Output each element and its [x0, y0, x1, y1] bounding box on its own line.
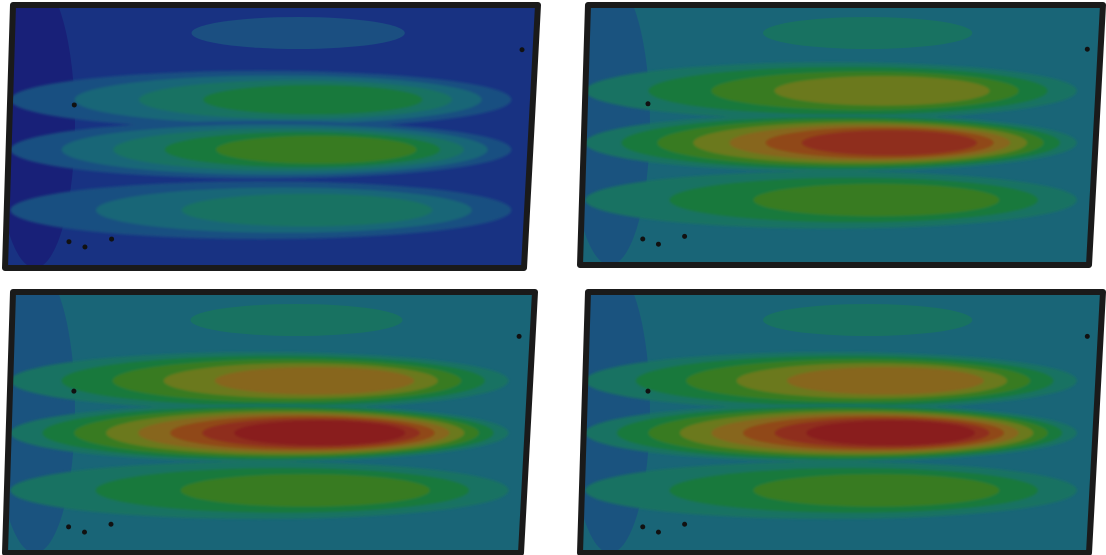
heatmap-panel — [0, 266, 535, 553]
specks — [656, 530, 661, 535]
specks — [656, 242, 661, 247]
specks — [72, 102, 77, 107]
specks — [109, 522, 114, 527]
shade — [5, 5, 538, 268]
heatmap-panel — [570, 266, 1103, 553]
specks — [109, 237, 114, 242]
specks — [682, 522, 687, 527]
page: (() => { const svg = document.getElement… — [0, 0, 1106, 555]
heatmap-panel — [570, 0, 1103, 265]
shade — [580, 5, 1103, 265]
shade — [5, 292, 535, 553]
specks — [82, 244, 87, 249]
specks — [640, 237, 645, 242]
specks — [517, 334, 522, 339]
specks — [1085, 334, 1090, 339]
specks — [82, 530, 87, 535]
specks — [682, 234, 687, 239]
specks — [1085, 47, 1090, 52]
specks — [645, 389, 650, 394]
specks — [520, 47, 525, 52]
specks — [66, 524, 71, 529]
figure — [0, 0, 1106, 555]
specks — [71, 389, 76, 394]
shade — [580, 292, 1103, 553]
heatmap-panel — [0, 0, 538, 268]
specks — [66, 239, 71, 244]
specks — [645, 101, 650, 106]
specks — [640, 524, 645, 529]
